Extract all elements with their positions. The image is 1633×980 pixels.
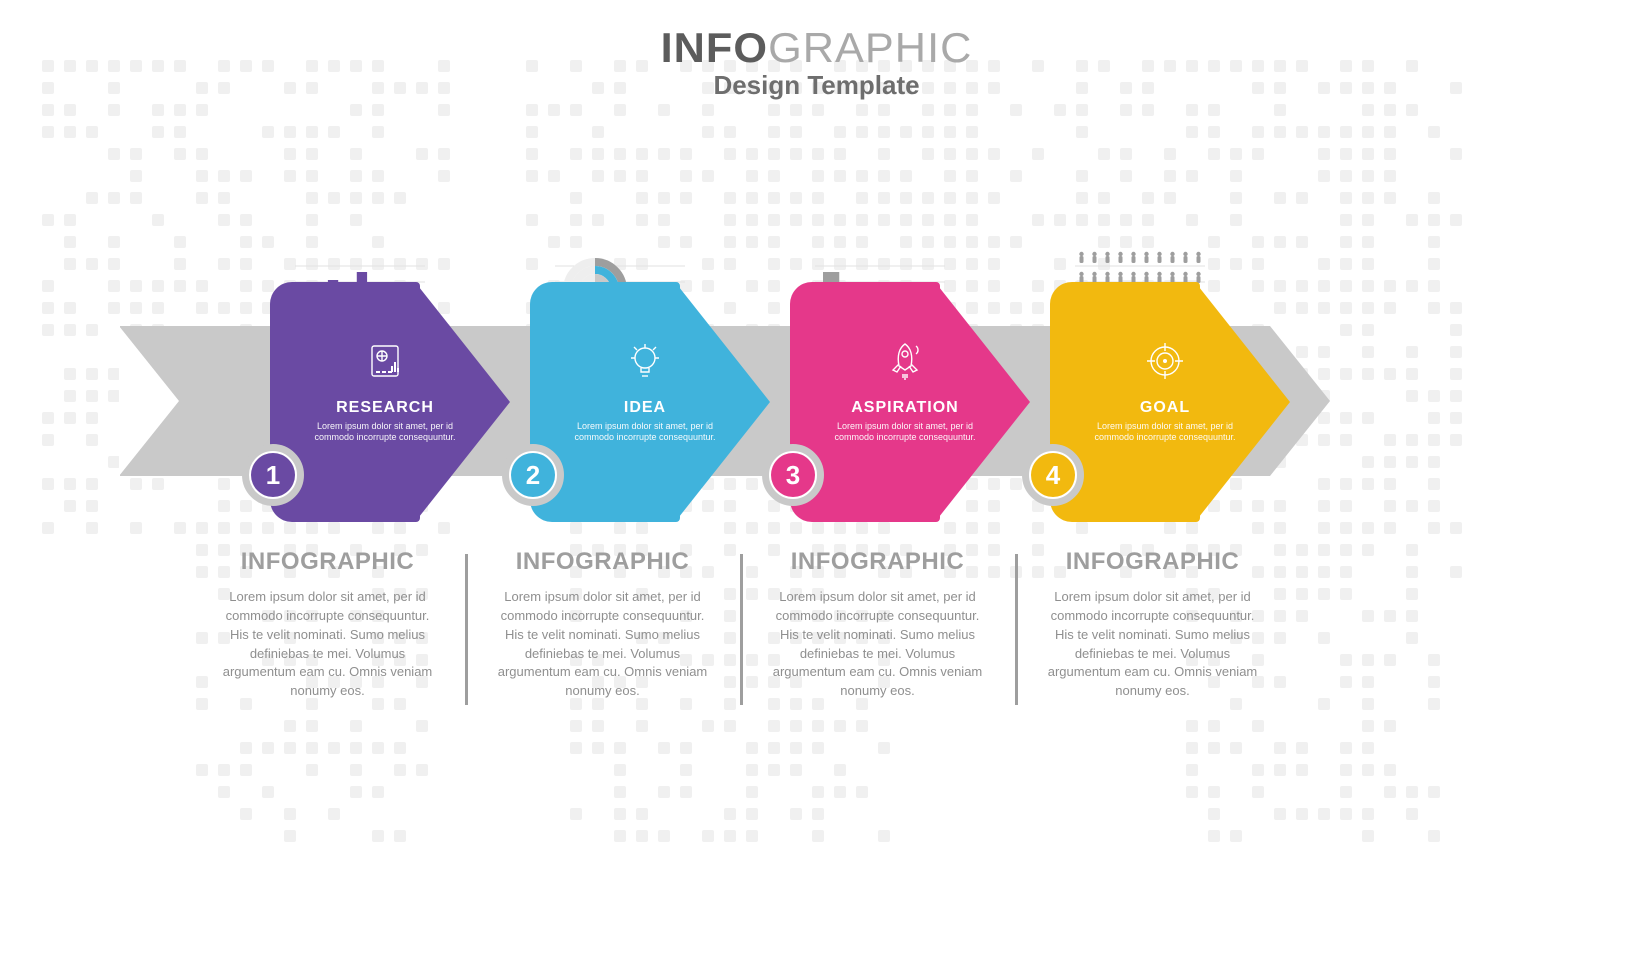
- arrow-content: GOAL Lorem ipsum dolor sit amet, per id …: [1050, 338, 1280, 444]
- step-number-badge: 2: [502, 444, 564, 506]
- target-icon: [1142, 338, 1188, 389]
- column-title: INFOGRAPHIC: [491, 548, 714, 576]
- info-column: INFOGRAPHIC Lorem ipsum dolor sit amet, …: [740, 548, 1015, 701]
- arrow-desc: Lorem ipsum dolor sit amet, per id commo…: [1050, 421, 1280, 444]
- title-main: INFOGRAPHIC: [0, 24, 1633, 72]
- step-number: 1: [251, 453, 295, 497]
- step-2: IDEA Lorem ipsum dolor sit amet, per id …: [460, 260, 720, 540]
- step-4: GOAL Lorem ipsum dolor sit amet, per id …: [980, 260, 1240, 540]
- column-body: Lorem ipsum dolor sit amet, per id commo…: [1041, 588, 1264, 701]
- column-body: Lorem ipsum dolor sit amet, per id commo…: [766, 588, 989, 701]
- info-column: INFOGRAPHIC Lorem ipsum dolor sit amet, …: [190, 548, 465, 701]
- step-number: 3: [771, 453, 815, 497]
- info-column: INFOGRAPHIC Lorem ipsum dolor sit amet, …: [465, 548, 740, 701]
- column-title: INFOGRAPHIC: [1041, 548, 1264, 576]
- title-sub: Design Template: [0, 70, 1633, 101]
- step-number: 2: [511, 453, 555, 497]
- columns-container: INFOGRAPHIC Lorem ipsum dolor sit amet, …: [190, 548, 1290, 701]
- title-block: INFOGRAPHIC Design Template: [0, 24, 1633, 101]
- research-icon: [362, 338, 408, 389]
- title-light: GRAPHIC: [768, 24, 972, 71]
- column-body: Lorem ipsum dolor sit amet, per id commo…: [216, 588, 439, 701]
- column-title: INFOGRAPHIC: [766, 548, 989, 576]
- idea-icon: [622, 338, 668, 389]
- steps-container: RESEARCH Lorem ipsum dolor sit amet, per…: [120, 260, 1280, 560]
- arrow-label: GOAL: [1050, 399, 1280, 417]
- step-number-badge: 1: [242, 444, 304, 506]
- rocket-icon: [882, 338, 928, 389]
- info-column: INFOGRAPHIC Lorem ipsum dolor sit amet, …: [1015, 548, 1290, 701]
- column-title: INFOGRAPHIC: [216, 548, 439, 576]
- step-1: RESEARCH Lorem ipsum dolor sit amet, per…: [200, 260, 460, 540]
- step-number: 4: [1031, 453, 1075, 497]
- column-body: Lorem ipsum dolor sit amet, per id commo…: [491, 588, 714, 701]
- step-number-badge: 4: [1022, 444, 1084, 506]
- step-3: ASPIRATION Lorem ipsum dolor sit amet, p…: [720, 260, 980, 540]
- title-bold: INFO: [661, 24, 768, 71]
- step-number-badge: 3: [762, 444, 824, 506]
